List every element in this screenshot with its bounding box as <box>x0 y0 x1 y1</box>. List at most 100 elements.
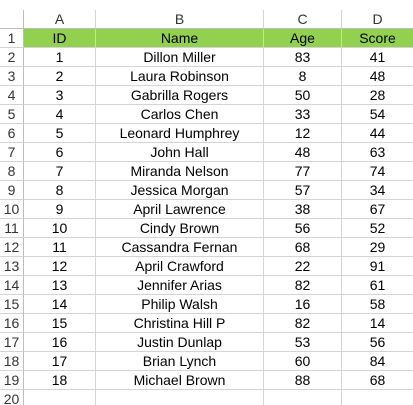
table-cell[interactable]: 8 <box>24 181 96 200</box>
table-cell[interactable]: April Lawrence <box>96 200 264 219</box>
table-cell[interactable]: 16 <box>264 295 342 314</box>
table-cell[interactable]: 12 <box>264 124 342 143</box>
row-header-2[interactable]: 2 <box>0 48 24 67</box>
table-cell[interactable]: 48 <box>264 143 342 162</box>
column-header-b[interactable]: B <box>96 10 264 29</box>
row-header-8[interactable]: 8 <box>0 162 24 181</box>
table-cell[interactable]: April Crawford <box>96 257 264 276</box>
row-header-4[interactable]: 4 <box>0 86 24 105</box>
table-cell[interactable]: 88 <box>264 371 342 390</box>
table-cell[interactable]: 41 <box>342 48 413 67</box>
row-header-19[interactable]: 19 <box>0 371 24 390</box>
table-cell[interactable]: 9 <box>24 200 96 219</box>
table-cell[interactable]: Philip Walsh <box>96 295 264 314</box>
table-cell[interactable]: Christina Hill P <box>96 314 264 333</box>
table-cell[interactable]: 5 <box>24 124 96 143</box>
table-cell[interactable]: Miranda Nelson <box>96 162 264 181</box>
table-cell[interactable]: 82 <box>264 314 342 333</box>
empty-cell[interactable] <box>264 390 342 405</box>
select-all-corner[interactable] <box>0 10 24 29</box>
table-cell[interactable]: 18 <box>24 371 96 390</box>
table-cell[interactable]: 10 <box>24 219 96 238</box>
header-cell-age[interactable]: Age <box>264 29 342 48</box>
table-cell[interactable]: Carlos Chen <box>96 105 264 124</box>
row-header-3[interactable]: 3 <box>0 67 24 86</box>
table-cell[interactable]: 1 <box>24 48 96 67</box>
table-cell[interactable]: 53 <box>264 333 342 352</box>
table-cell[interactable]: 2 <box>24 67 96 86</box>
row-header-14[interactable]: 14 <box>0 276 24 295</box>
table-cell[interactable]: Jennifer Arias <box>96 276 264 295</box>
table-cell[interactable]: 50 <box>264 86 342 105</box>
table-cell[interactable]: 8 <box>264 67 342 86</box>
row-header-6[interactable]: 6 <box>0 124 24 143</box>
table-cell[interactable]: 33 <box>264 105 342 124</box>
table-cell[interactable]: 48 <box>342 67 413 86</box>
row-header-13[interactable]: 13 <box>0 257 24 276</box>
table-cell[interactable]: 22 <box>264 257 342 276</box>
table-cell[interactable]: 56 <box>342 333 413 352</box>
table-cell[interactable]: 16 <box>24 333 96 352</box>
table-cell[interactable]: 74 <box>342 162 413 181</box>
row-header-9[interactable]: 9 <box>0 181 24 200</box>
table-cell[interactable]: Dillon Miller <box>96 48 264 67</box>
row-header-15[interactable]: 15 <box>0 295 24 314</box>
row-header-18[interactable]: 18 <box>0 352 24 371</box>
table-cell[interactable]: 34 <box>342 181 413 200</box>
row-header-1[interactable]: 1 <box>0 29 24 48</box>
row-header-10[interactable]: 10 <box>0 200 24 219</box>
table-cell[interactable]: 68 <box>342 371 413 390</box>
table-cell[interactable]: 68 <box>264 238 342 257</box>
row-header-12[interactable]: 12 <box>0 238 24 257</box>
table-cell[interactable]: 15 <box>24 314 96 333</box>
table-cell[interactable]: Cindy Brown <box>96 219 264 238</box>
table-cell[interactable]: Jessica Morgan <box>96 181 264 200</box>
header-cell-score[interactable]: Score <box>342 29 413 48</box>
table-cell[interactable]: 61 <box>342 276 413 295</box>
row-header-5[interactable]: 5 <box>0 105 24 124</box>
table-cell[interactable]: 60 <box>264 352 342 371</box>
column-header-a[interactable]: A <box>24 10 96 29</box>
table-cell[interactable]: 56 <box>264 219 342 238</box>
table-cell[interactable]: 14 <box>342 314 413 333</box>
empty-cell[interactable] <box>96 390 264 405</box>
row-header-17[interactable]: 17 <box>0 333 24 352</box>
table-cell[interactable]: 44 <box>342 124 413 143</box>
table-cell[interactable]: 3 <box>24 86 96 105</box>
table-cell[interactable]: John Hall <box>96 143 264 162</box>
table-cell[interactable]: 82 <box>264 276 342 295</box>
column-header-d[interactable]: D <box>342 10 413 29</box>
table-cell[interactable]: 77 <box>264 162 342 181</box>
table-cell[interactable]: Laura Robinson <box>96 67 264 86</box>
table-cell[interactable]: 7 <box>24 162 96 181</box>
table-cell[interactable]: 84 <box>342 352 413 371</box>
table-cell[interactable]: 63 <box>342 143 413 162</box>
table-cell[interactable]: Gabrilla Rogers <box>96 86 264 105</box>
table-cell[interactable]: 6 <box>24 143 96 162</box>
table-cell[interactable]: Michael Brown <box>96 371 264 390</box>
table-cell[interactable]: 38 <box>264 200 342 219</box>
table-cell[interactable]: 17 <box>24 352 96 371</box>
table-cell[interactable]: 58 <box>342 295 413 314</box>
table-cell[interactable]: 67 <box>342 200 413 219</box>
table-cell[interactable]: Justin Dunlap <box>96 333 264 352</box>
table-cell[interactable]: 14 <box>24 295 96 314</box>
table-cell[interactable]: 28 <box>342 86 413 105</box>
table-cell[interactable]: 11 <box>24 238 96 257</box>
table-cell[interactable]: 91 <box>342 257 413 276</box>
table-cell[interactable]: Leonard Humphrey <box>96 124 264 143</box>
table-cell[interactable]: 52 <box>342 219 413 238</box>
table-cell[interactable]: 12 <box>24 257 96 276</box>
table-cell[interactable]: 54 <box>342 105 413 124</box>
row-header-7[interactable]: 7 <box>0 143 24 162</box>
header-cell-id[interactable]: ID <box>24 29 96 48</box>
table-cell[interactable]: 13 <box>24 276 96 295</box>
table-cell[interactable]: Brian Lynch <box>96 352 264 371</box>
table-cell[interactable]: 57 <box>264 181 342 200</box>
row-header-16[interactable]: 16 <box>0 314 24 333</box>
row-header-11[interactable]: 11 <box>0 219 24 238</box>
empty-cell[interactable] <box>24 390 96 405</box>
table-cell[interactable]: Cassandra Fernan <box>96 238 264 257</box>
table-cell[interactable]: 4 <box>24 105 96 124</box>
row-header-20[interactable]: 20 <box>0 390 24 405</box>
